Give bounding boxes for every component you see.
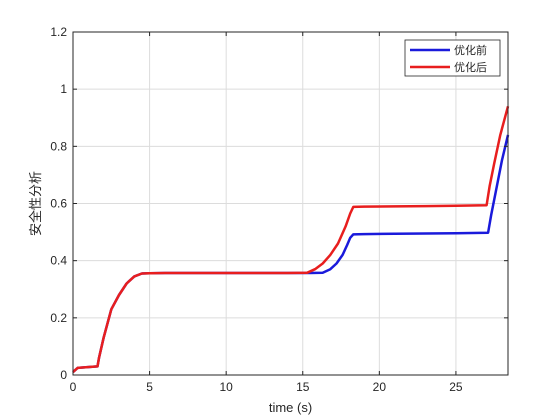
y-tick-label: 0.8 <box>50 139 67 153</box>
series-layer <box>72 105 510 374</box>
series-line-2 <box>72 105 510 374</box>
x-tick-label: 25 <box>449 380 463 394</box>
x-tick-label: 0 <box>70 380 77 394</box>
y-tick-label: 0.4 <box>50 254 67 268</box>
legend: 优化前 优化后 <box>404 39 501 77</box>
x-tick-label: 15 <box>296 380 310 394</box>
y-axis-label: 安全性分析 <box>28 171 44 236</box>
x-tick-label: 5 <box>146 380 153 394</box>
x-axis-label: time (s) <box>269 400 312 415</box>
legend-box <box>404 39 501 77</box>
legend-label-series-2: 优化后 <box>454 60 487 74</box>
y-tick-label: 0.6 <box>50 197 67 211</box>
legend-label-series-1: 优化前 <box>454 43 487 57</box>
y-tick-label: 0 <box>60 368 67 382</box>
y-tick-label: 1.2 <box>50 25 67 39</box>
x-tick-label: 20 <box>373 380 387 394</box>
grid <box>73 32 508 375</box>
x-tick-label: 10 <box>219 380 233 394</box>
y-tick-label: 0.2 <box>50 311 67 325</box>
ticks: 0 5 10 15 20 25 0 0.2 0.4 0.6 0.8 1 1.2 <box>50 25 508 394</box>
y-tick-label: 1 <box>60 82 67 96</box>
